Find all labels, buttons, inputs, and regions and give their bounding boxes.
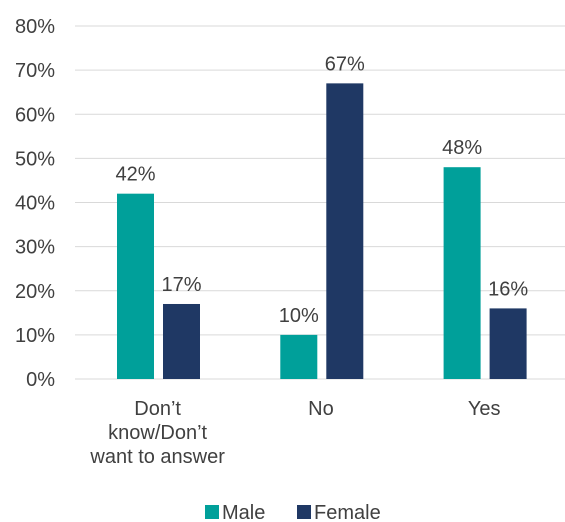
bar-female-1 xyxy=(326,83,364,380)
data-label: 16% xyxy=(488,278,528,300)
y-axis-tick-labels: 0% 10% 20% 30% 40% 50% 60% 70% 80% xyxy=(15,16,55,391)
legend-swatch-male xyxy=(205,505,219,519)
bar-female-2 xyxy=(489,308,527,379)
gridlines xyxy=(75,25,565,380)
category-label: Don’t xyxy=(134,398,181,420)
category-label: want to answer xyxy=(89,446,225,468)
bar-male-1 xyxy=(280,334,318,379)
data-label: 42% xyxy=(115,164,155,186)
data-label: 10% xyxy=(279,305,319,327)
legend: Male Female xyxy=(205,502,381,522)
legend-swatch-female xyxy=(297,505,311,519)
y-tick-label: 40% xyxy=(15,193,55,215)
category-label: know/Don’t xyxy=(108,422,207,444)
legend-label-female: Female xyxy=(314,502,381,522)
y-tick-label: 70% xyxy=(15,60,55,82)
data-label: 48% xyxy=(442,137,482,159)
y-tick-label: 10% xyxy=(15,325,55,347)
y-tick-label: 50% xyxy=(15,148,55,170)
y-tick-label: 30% xyxy=(15,237,55,259)
data-label: 17% xyxy=(161,274,201,296)
y-tick-label: 60% xyxy=(15,104,55,126)
legend-label-male: Male xyxy=(222,502,265,522)
bar-female-0 xyxy=(163,303,200,379)
category-label: No xyxy=(308,398,334,420)
category-label: Yes xyxy=(468,398,501,420)
y-tick-label: 80% xyxy=(15,16,55,38)
data-labels: 42% 10% 48% 17% 67% 16% xyxy=(115,53,528,327)
bars xyxy=(117,83,527,380)
y-tick-label: 0% xyxy=(26,369,55,391)
bar-male-2 xyxy=(443,167,481,379)
data-label: 67% xyxy=(325,53,365,75)
y-tick-label: 20% xyxy=(15,281,55,303)
bar-male-0 xyxy=(117,193,154,379)
